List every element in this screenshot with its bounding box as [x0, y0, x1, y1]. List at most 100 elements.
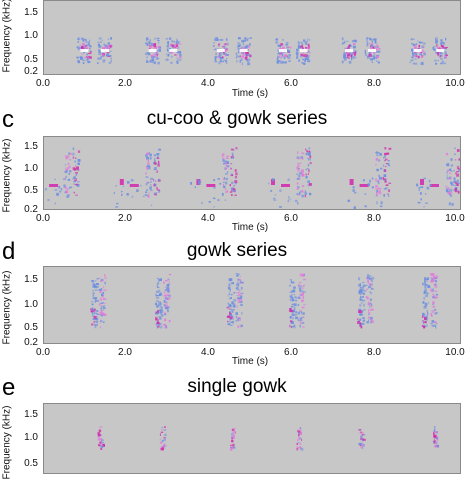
gowk-streak-c — [155, 180, 156, 182]
gowk-streak-c — [305, 149, 306, 151]
gowk-cluster-d — [435, 286, 438, 288]
gowk-cluster-d — [229, 321, 230, 323]
call-b-blue — [178, 51, 181, 54]
call-b-blue — [227, 43, 229, 46]
noise-c — [372, 187, 374, 189]
gowk-streak-c — [157, 158, 160, 159]
gowk-streak-c — [235, 147, 237, 149]
call-b-blue — [170, 62, 172, 64]
ytick-d-1: 1.0 — [14, 299, 38, 310]
call-b-blue — [83, 62, 85, 64]
gowk-cluster-d — [368, 302, 371, 303]
call-b-blue — [250, 37, 252, 39]
gowk-streak-c — [456, 174, 459, 177]
gowk-cluster-d — [425, 306, 427, 308]
gowk-streak-c — [222, 158, 224, 160]
call-b-magenta — [377, 49, 378, 51]
gowk-single-e — [297, 443, 298, 445]
gowk-streak-c — [78, 159, 81, 162]
gowk-streak-c — [235, 169, 237, 172]
gowk-cluster-d — [372, 309, 374, 311]
gowk-cluster-d — [103, 321, 105, 323]
call-b-blue — [81, 38, 84, 40]
gowk-cluster-d — [239, 297, 242, 299]
call-b-blue — [86, 41, 88, 43]
gowk-streak-c — [375, 189, 376, 190]
ytick-b-0: 1.5 — [14, 7, 38, 18]
gowk-cluster-d — [99, 278, 101, 279]
gowk-cluster-d — [432, 273, 435, 276]
gowk-cluster-d — [94, 284, 96, 287]
gowk-cluster-d — [155, 294, 156, 296]
gowk-cluster-d — [362, 282, 364, 283]
noise-c — [297, 202, 298, 204]
gowk-core-d — [290, 310, 293, 312]
call-b-magenta — [179, 43, 181, 44]
gowk-cluster-d — [166, 287, 169, 289]
gowk-streak-c — [147, 163, 150, 165]
call-b-blue — [98, 50, 100, 52]
call-b-blue — [215, 60, 217, 61]
gowk-cluster-d — [303, 317, 304, 318]
call-b-blue — [147, 43, 149, 46]
call-b-blue — [97, 57, 99, 60]
noise-c — [381, 201, 383, 204]
call-b-blue — [111, 60, 112, 62]
gowk-cluster-d — [165, 307, 168, 310]
call-b-magenta — [414, 47, 417, 49]
cucoo-note-2 — [130, 184, 139, 187]
noise-c — [213, 179, 215, 181]
noise-c — [143, 196, 145, 197]
gowk-streak-c — [74, 192, 75, 194]
gowk-streak-c — [158, 149, 161, 151]
noise-c — [201, 202, 202, 204]
gowk-cluster-d — [431, 323, 433, 324]
call-b-magenta — [108, 45, 110, 48]
call-b-blue — [435, 42, 437, 43]
call-b-blue — [276, 38, 278, 40]
gowk-streak-c — [388, 160, 390, 161]
gowk-streak-c — [297, 151, 298, 154]
call-b-blue — [288, 54, 291, 56]
call-b-blue — [417, 40, 418, 41]
call-b-blue — [171, 40, 173, 42]
noise-c — [300, 191, 301, 192]
gowk-streak-c — [66, 157, 69, 160]
gowk-cluster-d — [235, 312, 238, 315]
gowk-cluster-d — [424, 289, 427, 292]
gowk-cluster-d — [165, 302, 168, 303]
gowk-cluster-d — [161, 307, 163, 309]
gowk-core-d — [291, 326, 292, 328]
gowk-cluster-d — [366, 289, 368, 290]
panel-title-e: single gowk — [0, 376, 474, 398]
gowk-single-e — [363, 439, 366, 441]
gowk-cluster-d — [292, 321, 294, 324]
call-b-blue — [309, 39, 310, 40]
gowk-streak-c — [78, 166, 79, 167]
gowk-cluster-d — [158, 279, 160, 282]
gowk-streak-c — [449, 173, 451, 174]
gowk-single-e — [232, 429, 235, 431]
call-b-magenta — [174, 54, 176, 56]
gowk-streak-c — [297, 163, 299, 165]
call-b-blue — [102, 40, 103, 41]
gowk-cluster-d — [362, 287, 364, 289]
ytick-c-1: 1.0 — [14, 163, 38, 174]
gowk-single-e — [163, 437, 166, 438]
gowk-cluster-d — [241, 325, 243, 328]
call-b-magenta — [107, 52, 110, 53]
call-b-magenta — [90, 52, 92, 54]
gowk-cluster-d — [160, 278, 162, 279]
gowk-streak-c — [389, 148, 392, 150]
call-b-magenta — [280, 53, 282, 54]
call-b-blue — [167, 46, 168, 47]
ytick-c-2: 0.5 — [14, 185, 38, 196]
gowk-streak-c — [66, 171, 68, 173]
gowk-cluster-d — [100, 326, 101, 328]
cucoo-note-1 — [120, 179, 124, 185]
gowk-cluster-d — [93, 297, 95, 299]
gowk-core-d — [155, 318, 157, 320]
gowk-streak-c — [227, 165, 230, 167]
gowk-cluster-d — [99, 289, 101, 291]
gowk-cluster-d — [300, 325, 301, 328]
